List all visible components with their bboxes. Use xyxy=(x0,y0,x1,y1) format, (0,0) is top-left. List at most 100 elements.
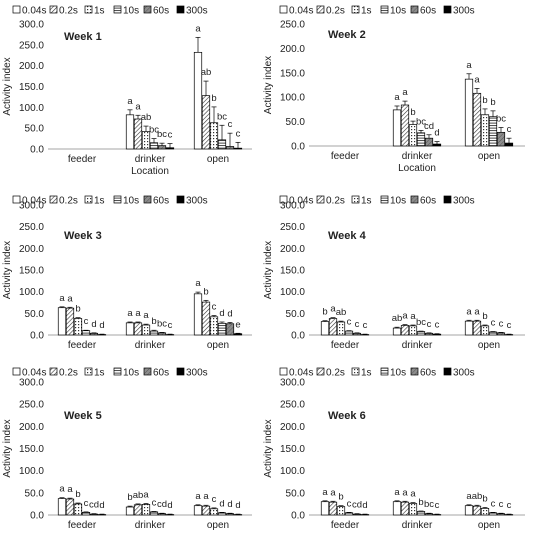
y-axis-label: Activity index xyxy=(2,57,13,115)
significance-letter: b xyxy=(482,95,487,106)
legend-swatch-0.04s xyxy=(279,367,288,376)
bar xyxy=(225,323,235,336)
legend-swatch-60s xyxy=(143,367,152,376)
significance-letter: ab xyxy=(392,313,403,324)
bar xyxy=(344,512,354,516)
chart-panel-1: 0.04s 0.2s 1s 10s 60s 300s 0.0 50.0 100.0 150.0 20… xyxy=(2,5,252,177)
significance-letter: d xyxy=(99,320,104,331)
legend-swatch-60s xyxy=(410,195,419,204)
bar xyxy=(201,95,211,150)
legend-swatch-10s xyxy=(380,195,389,204)
legend-label-0.04s: 0.04s xyxy=(289,368,313,379)
significance-letter: d xyxy=(227,499,232,510)
y-tick-label: 150.0 xyxy=(280,68,305,79)
y-tick-label: 0.0 xyxy=(30,331,44,342)
significance-letter: a xyxy=(195,491,201,502)
bar xyxy=(336,321,346,336)
y-axis-label: Activity index xyxy=(2,241,13,299)
bar xyxy=(209,316,219,336)
significance-letter: a xyxy=(195,23,201,34)
significance-letter: a xyxy=(67,293,73,304)
y-tick-label: 50.0 xyxy=(25,488,45,499)
legend-swatch-1s xyxy=(84,367,93,376)
legend-swatch-0.04s xyxy=(12,367,21,376)
legend-swatch-1s xyxy=(351,195,360,204)
legend-label-10s: 10s xyxy=(390,6,406,17)
significance-letter: bc xyxy=(416,317,426,328)
legend-label-10s: 10s xyxy=(123,6,139,17)
legend-label-0.2s: 0.2s xyxy=(326,6,345,17)
significance-letter: bc xyxy=(416,116,426,127)
x-tick-label: open xyxy=(207,154,229,165)
significance-letter: c xyxy=(499,318,504,329)
y-tick-label: 50.0 xyxy=(25,124,45,135)
chart-panel-2: 0.04s 0.2s 1s 10s 60s 300s 0.0 50.0 100.0 150.0 20… xyxy=(263,5,525,174)
legend-swatch-0.2s xyxy=(49,5,58,14)
legend-swatch-0.04s xyxy=(12,5,21,14)
legend-swatch-0.2s xyxy=(316,195,325,204)
y-tick-label: 300.0 xyxy=(19,378,44,389)
legend-label-0.2s: 0.2s xyxy=(59,6,78,17)
legend-swatch-300s xyxy=(176,367,185,376)
significance-letter: c xyxy=(355,319,360,330)
significance-letter: a xyxy=(203,491,209,502)
bar xyxy=(125,114,135,150)
significance-letter: cd xyxy=(424,121,434,132)
significance-letter: cd xyxy=(352,500,362,511)
significance-letter: c xyxy=(228,119,233,130)
x-tick-label: open xyxy=(478,151,500,162)
bar xyxy=(488,512,498,516)
legend-label-60s: 60s xyxy=(153,196,169,207)
significance-letter: bc xyxy=(157,129,167,140)
legend-label-1s: 1s xyxy=(361,368,372,379)
bar xyxy=(464,78,474,147)
y-tick-label: 100.0 xyxy=(19,466,44,477)
y-tick-label: 50.0 xyxy=(286,309,306,320)
legend-swatch-300s xyxy=(443,367,452,376)
bar xyxy=(225,513,235,516)
significance-letter: bc xyxy=(217,111,227,122)
significance-letter: b xyxy=(338,492,343,503)
significance-letter: b xyxy=(322,307,327,318)
bar xyxy=(157,513,167,516)
bar xyxy=(488,331,498,336)
y-tick-label: 200.0 xyxy=(19,244,44,255)
legend-swatch-0.04s xyxy=(12,195,21,204)
x-tick-label: open xyxy=(207,520,229,531)
legend-label-60s: 60s xyxy=(153,368,169,379)
y-tick-label: 300.0 xyxy=(280,201,305,212)
bar xyxy=(432,143,442,147)
significance-letter: ab xyxy=(472,491,483,502)
significance-letter: b xyxy=(203,286,208,297)
bar xyxy=(472,505,482,516)
x-tick-label: feeder xyxy=(331,340,360,351)
legend-label-60s: 60s xyxy=(420,368,436,379)
bar xyxy=(480,325,490,336)
significance-letter: c xyxy=(363,320,368,331)
significance-letter: d xyxy=(362,500,367,511)
legend-label-1s: 1s xyxy=(361,196,372,207)
significance-letter: c xyxy=(168,320,173,331)
bar xyxy=(504,142,514,147)
panel-title: Week 2 xyxy=(328,29,366,41)
x-tick-label: drinker xyxy=(135,154,166,165)
significance-letter: cd xyxy=(89,500,99,511)
legend-swatch-0.04s xyxy=(279,195,288,204)
significance-letter: b xyxy=(151,316,156,327)
bar xyxy=(149,142,159,150)
y-tick-label: 150.0 xyxy=(19,266,44,277)
significance-letter: bc xyxy=(157,318,167,329)
significance-letter: a xyxy=(135,308,141,319)
panel-title: Week 5 xyxy=(64,410,102,422)
legend-swatch-1s xyxy=(351,5,360,14)
legend-label-300s: 300s xyxy=(186,368,208,379)
legend-label-60s: 60s xyxy=(420,6,436,17)
bar xyxy=(217,139,227,150)
bar xyxy=(328,501,338,516)
bar xyxy=(472,92,482,147)
y-axis-label: Activity index xyxy=(263,56,274,114)
significance-letter: a xyxy=(466,491,472,502)
significance-letter: b xyxy=(482,493,487,504)
bar xyxy=(344,330,354,336)
legend-swatch-0.2s xyxy=(49,195,58,204)
